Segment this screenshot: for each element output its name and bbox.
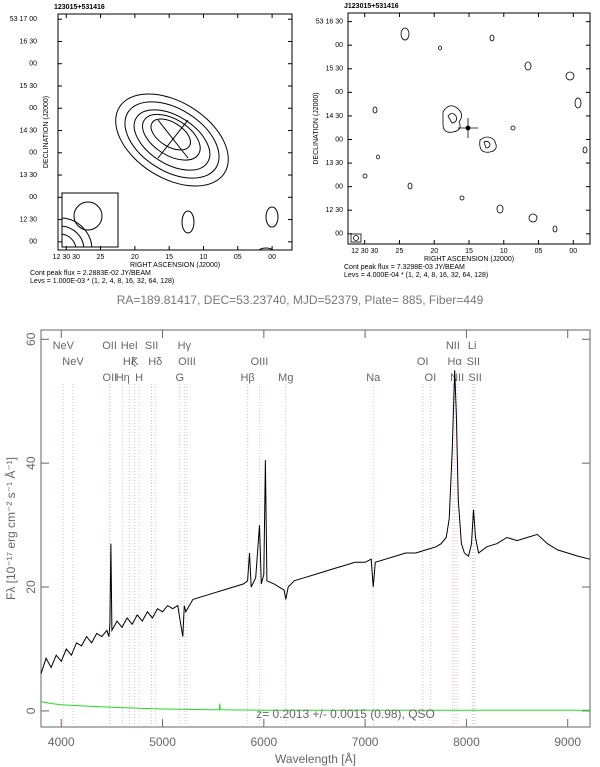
x-tick-label: 05 — [535, 248, 543, 255]
line-label: OII — [103, 372, 118, 384]
spectrum: NeV OII HeI SII Hγ NII Li NeV HζK Hδ OIII OIII OI Hα S… — [3, 329, 591, 766]
line-label: HeI — [121, 340, 138, 352]
y-tick-label: 0 — [24, 707, 38, 714]
y-tick-label: 15 30 — [19, 83, 37, 90]
y-tick-label: 12 30 — [325, 207, 343, 214]
y-tick-label: 53 16 30 — [316, 18, 343, 25]
y-tick-label: 00 — [29, 61, 37, 68]
right-map-contours — [350, 27, 588, 243]
spectrum-line — [40, 370, 591, 674]
line-label: SII — [468, 372, 481, 384]
y-tick-label: 00 — [29, 239, 37, 246]
x-tick-label: 6000 — [250, 735, 277, 749]
y-tick-label: 12 30 — [19, 216, 37, 223]
y-tick-label: 60 — [24, 332, 38, 346]
map-title: 123015+531416 — [54, 4, 105, 11]
y-axis-label: DECLINATION (J2000) — [43, 96, 50, 168]
map-note: Cont peak flux = 7.3298E-03 JY/BEAM — [344, 264, 465, 271]
line-label: Hγ — [178, 340, 192, 352]
y-axis-label: DECLINATION (J2000) — [313, 92, 320, 164]
x-tick-label: 8000 — [453, 735, 480, 749]
redshift-note: z= 0.2013 +/- 0.0015 (0.98), QSO — [256, 707, 435, 721]
x-tick-label: 20 — [131, 254, 139, 261]
info-line: RA=189.81417, DEC=53.23740, MJD=52379, P… — [117, 293, 484, 307]
plot-frame — [40, 329, 591, 728]
x-tick-label: 20 — [430, 248, 438, 255]
y-tick-label: 53 17 00 — [10, 16, 37, 23]
y-tick-label: 14 30 — [325, 113, 343, 120]
line-label: OI — [417, 356, 429, 368]
x-axis-label: Wavelength [Å] — [275, 751, 356, 766]
x-tick-label: 25 — [396, 248, 404, 255]
line-label: SII — [467, 356, 480, 368]
x-axis-label: RIGHT ASCENSION (J2000) — [424, 256, 514, 263]
line-label: OIII — [178, 356, 196, 368]
x-tick-label: 10 — [200, 254, 208, 261]
line-label: NeV — [62, 356, 84, 368]
x-tick-label: 4000 — [48, 735, 75, 749]
line-label: Hβ — [240, 372, 254, 384]
line-label: Mg — [278, 372, 293, 384]
line-label: Hδ — [148, 356, 162, 368]
x-tick-label: 7000 — [352, 735, 379, 749]
map-note: Levs = 1.000E-03 * (1, 2, 4, 8, 16, 32, … — [30, 278, 174, 285]
y-tick-label: 00 — [29, 150, 37, 157]
left-map-contours — [61, 93, 279, 250]
x-tick-label: 25 — [97, 254, 105, 261]
line-label: Hα — [448, 356, 463, 368]
y-tick-label: 15 30 — [325, 66, 343, 73]
line-label: NII — [450, 372, 464, 384]
y-tick-label: 13 30 — [19, 172, 37, 179]
line-label: Li — [468, 340, 477, 352]
x-tick-label: 05 — [234, 254, 242, 261]
x-tick-label: 15 — [165, 254, 173, 261]
x-tick-label: 00 — [569, 248, 577, 255]
line-label: K — [131, 356, 139, 368]
line-label: OII — [102, 340, 117, 352]
x-tick-label: 15 — [465, 248, 473, 255]
x-tick-label: 12 30 30 — [351, 248, 378, 255]
line-label: NII — [446, 340, 460, 352]
line-label: H — [135, 372, 143, 384]
x-tick-label: 00 — [268, 254, 276, 261]
y-tick-label: 00 — [335, 42, 343, 49]
x-tick-label: 10 — [500, 248, 508, 255]
map-note: Cont peak flux = 2.2883E-02 JY/BEAM — [30, 270, 151, 277]
y-tick-label: 00 — [29, 105, 37, 112]
x-axis-label: RIGHT ASCENSION (J2000) — [130, 262, 220, 269]
x-tick-label: 12 30 30 — [53, 254, 80, 261]
y-tick-label: 00 — [335, 183, 343, 190]
plot-frame — [57, 13, 293, 251]
x-tick-label: 5000 — [149, 735, 176, 749]
y-tick-label: 20 — [24, 580, 38, 594]
line-label: Na — [366, 372, 381, 384]
y-tick-label: 16 30 — [19, 38, 37, 45]
y-tick-label: 00 — [335, 89, 343, 96]
line-label: OIII — [251, 356, 269, 368]
y-tick-label: 13 30 — [325, 160, 343, 167]
spectrum-line — [40, 701, 590, 711]
line-label: NeV — [53, 340, 75, 352]
line-label: OI — [425, 372, 437, 384]
line-label: Hζ — [123, 356, 136, 368]
map-note: Levs = 4.000E-04 * (1, 2, 4, 8, 16, 32, … — [344, 272, 488, 279]
y-axis-label: Fλ [10⁻¹⁷ erg cm⁻² s⁻¹ Å⁻¹] — [3, 457, 18, 600]
x-tick-label: 9000 — [554, 735, 581, 749]
y-tick-label: 14 30 — [19, 127, 37, 134]
map-title: J123015+531416 — [344, 3, 399, 10]
y-tick-label: 00 — [335, 136, 343, 143]
y-tick-label: 00 — [335, 231, 343, 238]
line-label: G — [175, 372, 184, 384]
map-axes: J123015+531416 12 30 30 25 20 15 10 05 00 53 16 … — [313, 3, 591, 279]
y-tick-label: 40 — [24, 456, 38, 470]
map-axes: 123015+531416 12 30 30 25 20 15 10 05 00 53 17 0… — [10, 4, 293, 285]
line-label: Hη — [116, 372, 130, 384]
line-label: SII — [145, 340, 158, 352]
y-tick-label: 00 — [29, 194, 37, 201]
